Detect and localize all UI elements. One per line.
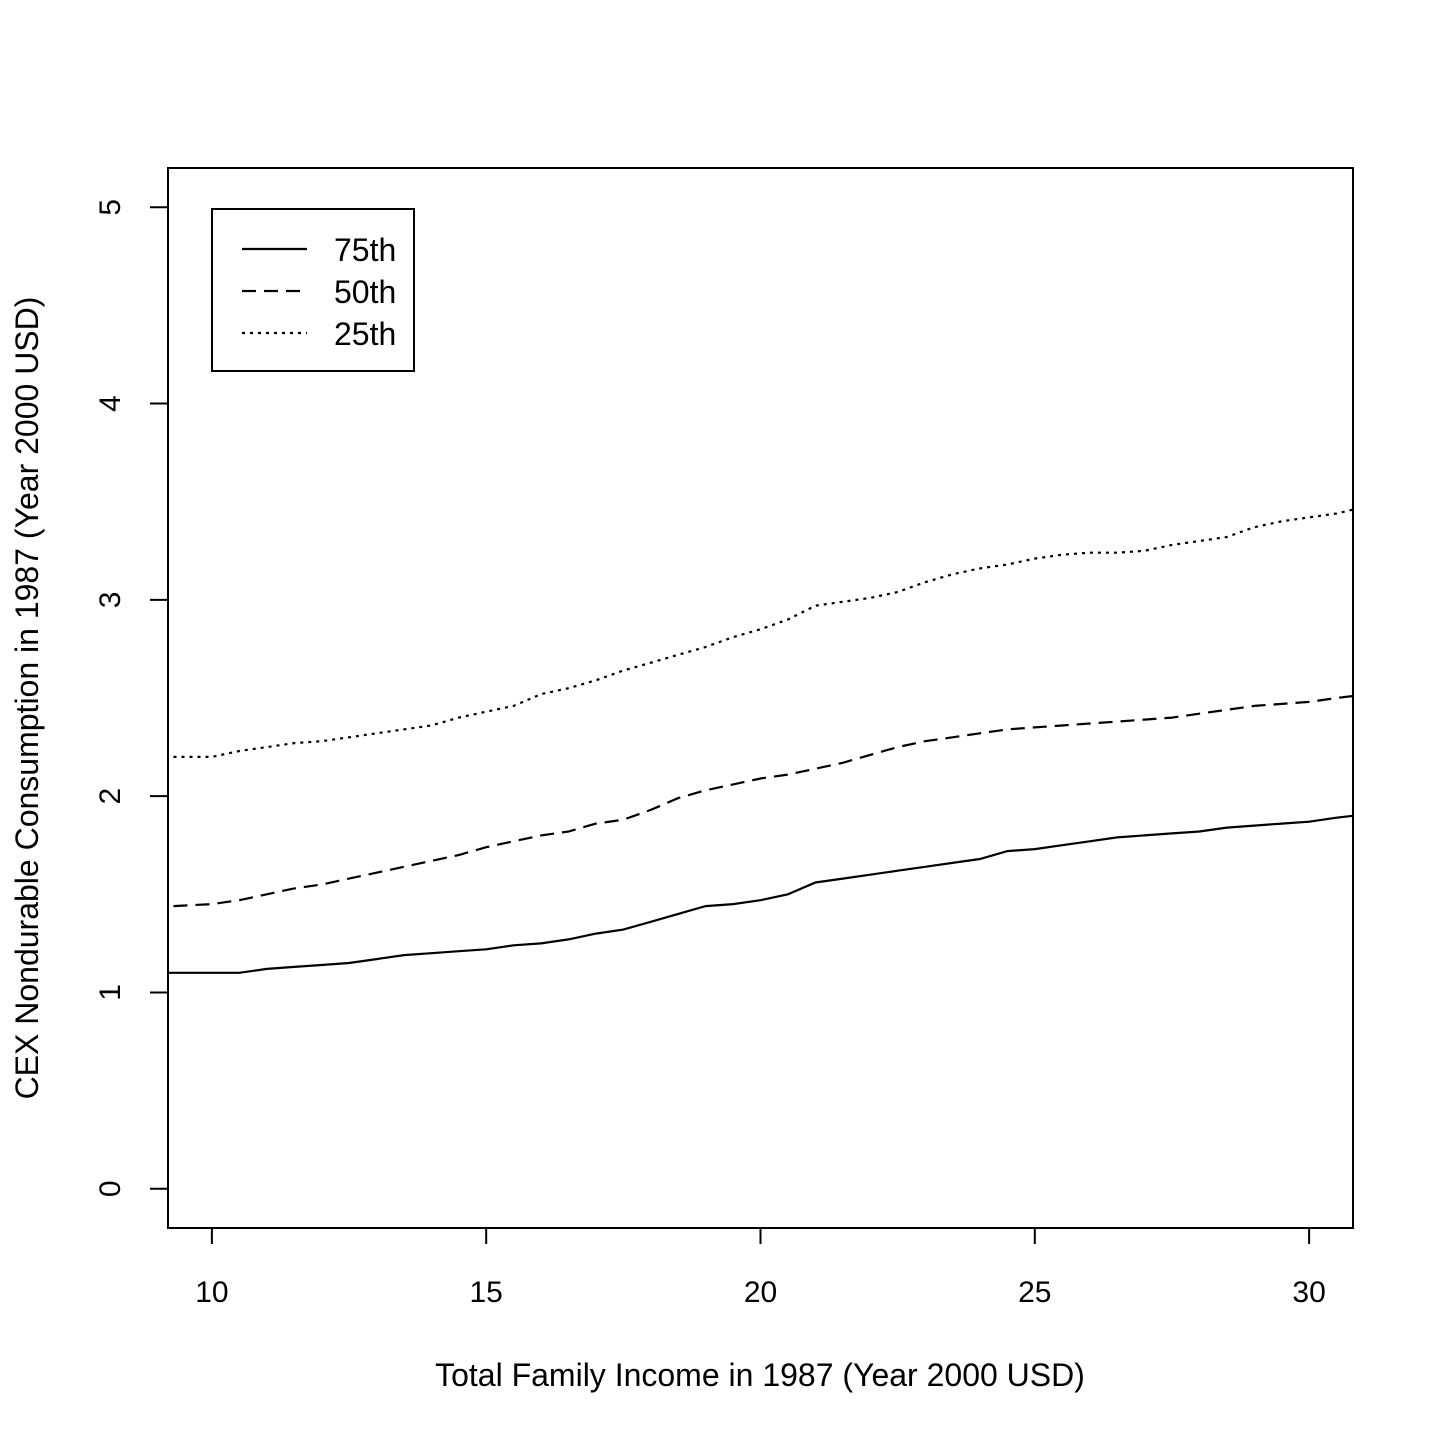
x-tick-label: 20 — [744, 1276, 777, 1309]
x-tick-label: 15 — [470, 1276, 503, 1309]
y-tick-label: 4 — [94, 395, 127, 412]
legend-label-75th: 75th — [334, 232, 396, 268]
legend-label-50th: 50th — [334, 274, 396, 310]
y-tick-label: 5 — [94, 199, 127, 216]
y-tick-label: 2 — [94, 788, 127, 805]
legend-label-25th: 25th — [334, 316, 396, 352]
x-tick-label: 10 — [195, 1276, 228, 1309]
y-tick-label: 0 — [94, 1180, 127, 1197]
series-line-50th — [173, 694, 1354, 908]
series-layer — [168, 508, 1354, 974]
y-tick-label: 1 — [94, 984, 127, 1001]
x-axis-title: Total Family Income in 1987 (Year 2000 U… — [435, 1357, 1085, 1393]
series-line-75th — [168, 814, 1354, 974]
y-axis-title: CEX Nondurable Consumption in 1987 (Year… — [9, 297, 45, 1100]
y-axis: 0 1 2 3 4 5 — [94, 199, 169, 1197]
x-axis: 10 15 20 25 30 — [195, 1227, 1326, 1309]
legend: 75th 50th 25th — [211, 208, 415, 372]
x-tick-label: 25 — [1018, 1276, 1051, 1309]
x-tick-label: 30 — [1292, 1276, 1325, 1309]
series-line-25th — [173, 508, 1354, 759]
y-tick-label: 3 — [94, 592, 127, 609]
